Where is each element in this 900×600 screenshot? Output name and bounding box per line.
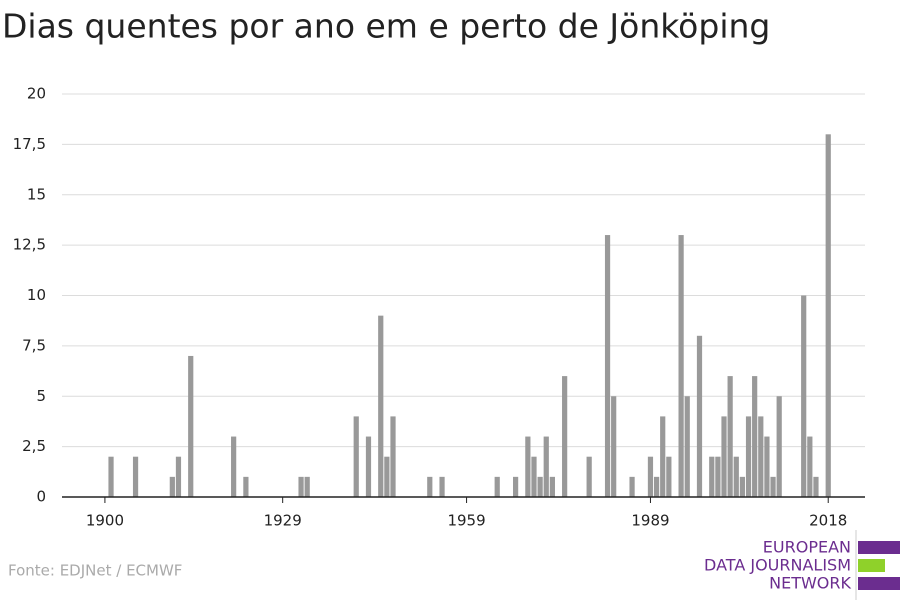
x-tick-label: 1989 <box>631 512 669 530</box>
bar <box>439 476 445 497</box>
bar <box>813 476 819 497</box>
bar <box>801 295 807 497</box>
y-tick-label: 10 <box>27 286 46 304</box>
bar <box>132 456 139 497</box>
source: Fonte: EDJNet / ECMWF <box>8 562 182 580</box>
bar <box>604 235 611 498</box>
x-tick-label: 2018 <box>809 512 847 530</box>
bar <box>739 476 746 497</box>
bar <box>727 376 733 497</box>
bar <box>660 416 666 497</box>
logo-text: DATA JOURNALISM <box>704 556 851 575</box>
chart-title: Dias quentes por ano em e perto de Jönkö… <box>2 7 770 46</box>
bar <box>709 456 715 497</box>
bar <box>537 476 543 497</box>
y-tick-label: 0 <box>36 488 46 506</box>
bar <box>298 476 304 497</box>
bar <box>586 456 592 497</box>
bar <box>353 416 359 497</box>
bar <box>243 476 249 497</box>
bar <box>543 436 549 497</box>
bar <box>715 456 721 497</box>
bar <box>721 416 727 497</box>
y-tick-label: 15 <box>27 185 46 203</box>
bar <box>733 456 739 497</box>
x-tick-label: 1929 <box>264 512 302 530</box>
bar <box>304 476 310 497</box>
bar <box>494 476 500 497</box>
bar <box>696 335 703 497</box>
logo-text: EUROPEAN <box>763 538 851 557</box>
bar <box>169 476 175 497</box>
bar <box>770 476 776 497</box>
bar <box>512 476 519 497</box>
bar <box>562 376 568 497</box>
bar <box>549 476 555 497</box>
y-tick-label: 5 <box>36 387 46 405</box>
bar <box>666 456 672 497</box>
x-tick-label: 1900 <box>86 512 124 530</box>
bar <box>175 456 182 497</box>
logo-bar <box>858 559 885 572</box>
bar <box>678 235 684 498</box>
bar <box>427 476 433 497</box>
logo-text: NETWORK <box>769 574 851 593</box>
bar <box>611 396 617 497</box>
logo-bar <box>858 577 900 590</box>
bar <box>776 396 782 497</box>
bar <box>647 456 654 497</box>
bar <box>378 315 384 497</box>
bar <box>752 376 758 497</box>
x-tick-label: 1959 <box>447 512 485 530</box>
y-tick-label: 7,5 <box>22 336 46 354</box>
y-tick-label: 12,5 <box>13 236 46 254</box>
bar <box>653 476 660 497</box>
bar <box>108 456 114 497</box>
bar <box>807 436 813 497</box>
bar <box>231 436 237 497</box>
bar <box>365 436 372 497</box>
bar <box>629 476 635 497</box>
y-tick-label: 2,5 <box>22 437 46 455</box>
bar <box>384 456 390 497</box>
bar <box>531 456 537 497</box>
y-tick-label: 17,5 <box>13 135 46 153</box>
bar <box>684 396 690 497</box>
bar <box>758 416 764 497</box>
logo-bar <box>858 541 900 554</box>
bar <box>525 436 531 497</box>
y-tick-label: 20 <box>27 85 46 103</box>
bar <box>188 355 194 497</box>
bar <box>825 134 831 498</box>
bar <box>745 416 752 497</box>
bar <box>390 416 396 497</box>
bar <box>764 436 770 497</box>
